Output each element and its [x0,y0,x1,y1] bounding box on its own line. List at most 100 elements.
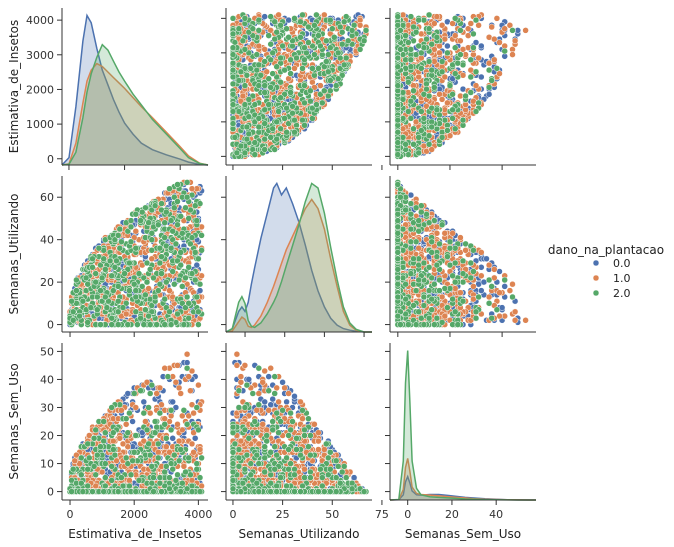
scatter-point [407,115,415,122]
scatter-point [444,99,451,107]
scatter-point [156,280,164,288]
scatter-point [138,208,146,216]
scatter-point [235,77,243,84]
scatter-point [405,108,412,115]
scatter-point [103,304,111,311]
scatter-point [313,11,320,19]
scatter-point [491,56,498,64]
scatter-point [251,151,259,158]
scatter-point [137,314,144,322]
scatter-point [327,87,334,95]
scatter-point [271,18,278,26]
scatter-point [245,96,253,103]
y-tick-label: 0 [47,153,54,166]
scatter-point [158,200,165,207]
scatter-point [261,106,268,114]
scatter-point [315,65,322,72]
scatter-point [356,46,364,53]
scatter-point [132,210,140,218]
scatter-point [111,264,119,271]
scatter-point [169,227,176,235]
scatter-point [444,49,451,57]
scatter-point [269,125,276,133]
scatter-point [196,287,204,294]
scatter-point [269,49,276,57]
scatter-point [340,61,348,69]
scatter-point [127,223,135,231]
kde-fill-est-0.0 [62,15,208,165]
scatter-point [156,244,164,252]
scatter-point [293,54,300,62]
scatter-point [193,261,201,269]
scatter-point [261,82,268,89]
scatter-point [509,51,516,58]
scatter-point [237,142,245,150]
scatter-point [265,75,272,82]
scatter-point [108,314,115,322]
scatter-point [108,321,115,328]
scatter-point [167,217,175,224]
scatter-point [235,25,243,32]
scatter-point [423,35,430,43]
scatter-point [138,283,146,290]
kde-line-est-1.0 [61,62,209,166]
scatter-point [253,51,261,58]
scatter-point [511,37,519,45]
scatter-point [185,215,192,222]
scatter-point [100,255,107,263]
scatter-point [334,49,342,57]
scatter-point [472,68,480,76]
scatter-point [457,27,464,34]
scatter-point [126,287,133,294]
scatter-point [135,270,143,277]
scatter-point [151,202,159,209]
scatter-point [191,249,199,256]
scatter-point [327,44,334,51]
scatter-point [68,297,75,305]
scatter-point [146,321,154,328]
scatter-point [488,23,495,31]
scatter-point [185,314,192,322]
scatter-point [113,257,120,265]
scatter-point [332,82,340,89]
scatter-point [89,264,96,271]
scatter-point [84,319,91,326]
kde-fill-est-2.0 [62,44,208,166]
scatter-point [329,25,336,32]
scatter-point [119,304,127,311]
scatter-point [245,130,253,138]
scatter-point [267,40,274,48]
scatter-point [195,321,202,328]
scatter-point [158,270,165,277]
scatter-point [163,208,170,216]
scatter-point [183,179,191,186]
scatter-point [283,104,290,112]
scatter-point [415,149,422,157]
scatter-point [243,123,251,131]
scatter-point [229,101,237,108]
y-tick-label: 1000 [26,118,54,131]
scatter-point [281,115,288,122]
scatter-point [193,217,201,224]
scatter-point [114,308,122,316]
scatter-point [425,11,433,19]
scatter-point [397,46,404,53]
scatter-point [255,123,263,131]
scatter-point [87,304,95,311]
scatter-point [97,287,104,294]
scatter-point [175,276,183,284]
scatter-point [407,46,415,53]
scatter-point [415,42,422,50]
scatter-point [311,51,318,58]
scatter-point [132,287,140,294]
y-tick-label: 20 [40,276,54,289]
scatter-point [418,108,425,115]
scatter-point [261,146,268,153]
scatter-point [261,58,268,65]
scatter-point [273,135,280,143]
scatter-point [287,70,294,77]
scatter-point [161,234,168,241]
scatter-point [146,266,154,273]
scatter-point [229,44,237,51]
scatter-point [478,42,485,50]
